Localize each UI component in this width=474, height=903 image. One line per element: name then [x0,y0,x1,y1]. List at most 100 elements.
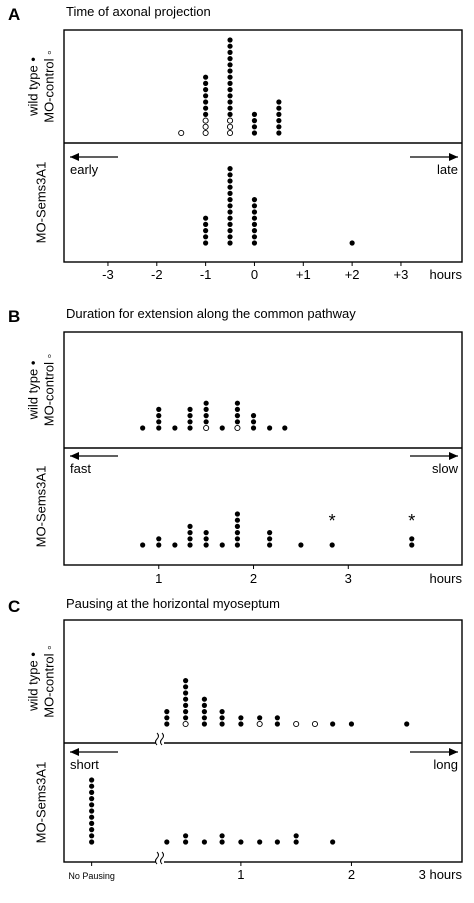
data-point [201,702,208,709]
data-point [227,172,233,178]
data-point [227,221,233,227]
row-label: MO-Sems3A1 [33,162,48,244]
data-point [348,721,355,727]
data-point [276,130,282,136]
left-arrow-head [70,153,79,161]
data-point [164,721,170,727]
data-point-open [226,117,234,124]
data-point [219,833,225,839]
data-point [234,517,241,523]
data-point [276,124,282,130]
data-point [227,87,233,93]
panel-b: B Duration for extension along the common… [8,306,463,586]
data-point [251,215,258,221]
data-point [183,678,189,684]
data-point [234,419,241,425]
data-point [227,43,233,49]
data-point [203,419,209,425]
data-point [267,425,273,431]
data-point [227,105,233,111]
data-point [227,197,233,203]
row-label: wild type • [25,57,40,117]
axis-break-gap [156,853,164,865]
data-point [219,709,225,715]
data-point [251,111,258,117]
row-label: MO-Sems3A1 [33,762,48,844]
data-point [251,234,258,240]
data-point [257,715,263,721]
data-point [298,542,304,548]
data-point [219,425,225,431]
data-point [183,833,189,839]
data-point-open [178,129,185,137]
data-point [250,425,257,431]
axis-break-mark [155,851,159,865]
axis-break-mark [160,732,164,746]
data-point [267,536,273,542]
data-point [293,833,299,839]
data-point [203,74,209,80]
data-point [172,542,178,548]
data-point [227,62,233,68]
data-point [251,209,258,215]
data-point [203,87,209,93]
data-point [251,228,258,234]
data-point [164,715,170,721]
data-point-open [293,720,300,728]
data-point [203,105,209,111]
panel-c: C Pausing at the horizontal myoseptum shor… [8,596,463,882]
data-point [187,425,193,431]
data-point [183,839,189,845]
data-point [89,839,95,845]
data-point [238,721,244,727]
data-point-open [182,720,189,728]
data-point [274,839,280,845]
x-tick-label: +1 [296,267,311,282]
data-point [330,721,336,727]
right-arrow-head [449,452,458,460]
data-point [89,833,95,839]
data-point [238,839,244,845]
data-point [203,111,209,117]
data-point [267,542,273,548]
left-direction-label: fast [70,461,91,476]
x-axis-label: hours [429,267,462,282]
x-tick-label: No Pausing [68,871,115,881]
data-point [89,814,95,820]
data-point [187,523,193,530]
plot-frame [63,29,463,263]
right-direction-label: long [433,757,458,772]
data-point [187,406,193,412]
data-point [349,240,355,246]
data-point [203,221,209,227]
data-point [89,827,95,833]
x-tick-label: 1 [155,571,162,586]
x-tick-label: -2 [151,267,163,282]
data-point-open [311,720,319,728]
row-label: MO-Sems3A1 [33,466,48,548]
data-point [89,808,95,814]
data-point [89,783,95,789]
data-point [203,542,209,548]
data-point [156,536,162,542]
data-point [227,190,233,196]
x-tick-label: 2 [250,571,257,586]
axis-break-mark [155,732,159,746]
data-point [219,542,225,548]
data-point [89,777,95,783]
data-point [203,234,209,240]
row-label: wild type • [25,360,40,420]
data-point [203,406,209,412]
x-tick-label: 3 [345,571,352,586]
data-point [227,74,233,80]
data-point-open [202,123,209,130]
data-point [219,721,225,727]
panel-a: A Time of axonal projection early late wild … [8,4,463,282]
data-point [234,406,241,412]
data-point [409,536,415,542]
right-arrow-head [449,748,458,756]
data-point [330,839,336,845]
data-point [234,511,241,517]
right-arrow-head [449,153,458,161]
